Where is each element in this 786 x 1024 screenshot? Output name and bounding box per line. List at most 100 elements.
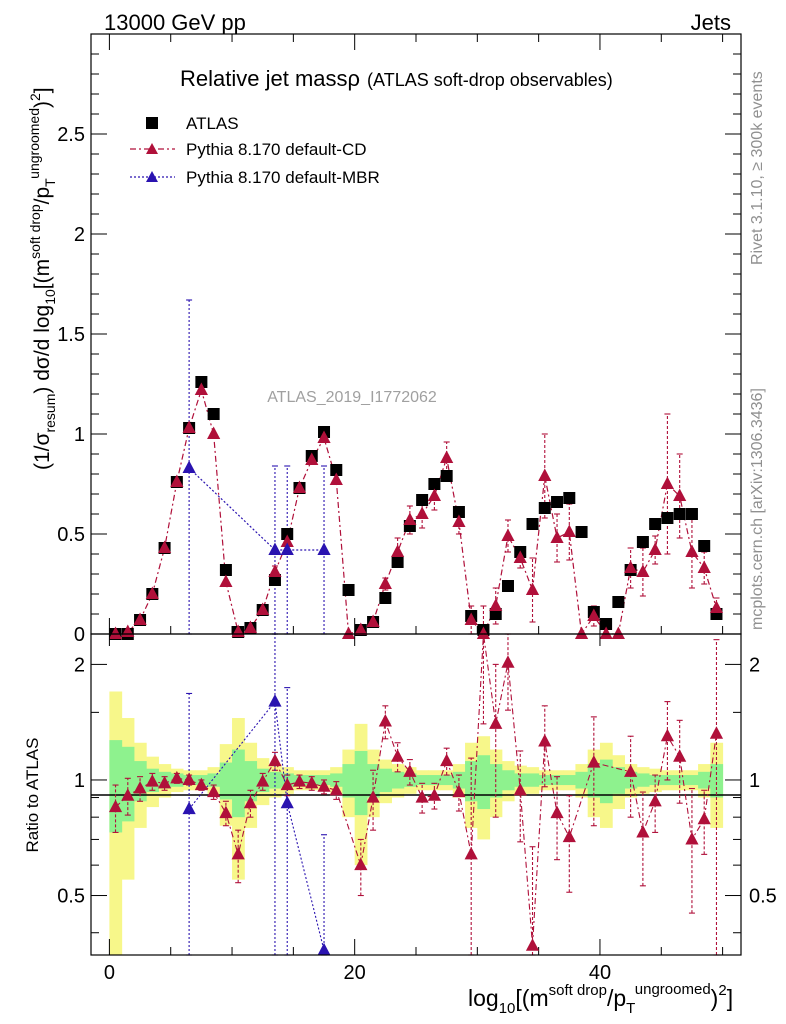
- main-ytick-label: 1: [74, 424, 85, 446]
- band-inner: [354, 750, 368, 816]
- band-inner: [563, 775, 576, 786]
- ratio-cd-line: [115, 633, 718, 946]
- atlas-point: [526, 518, 539, 530]
- cd-point: [194, 382, 208, 396]
- energy-label: 13000 GeV pp: [104, 10, 246, 35]
- atlas-point: [673, 508, 686, 520]
- ratio-cd-point: [292, 774, 307, 787]
- ratio-cd-point: [145, 774, 159, 787]
- main-ytick-label: 2: [74, 224, 85, 246]
- cd-point: [452, 514, 466, 528]
- band-inner: [587, 764, 601, 798]
- ratio-cd-point: [624, 764, 638, 777]
- main-panel: 0 0.5 1 1.5 2 2.5 ATLAS_2019_I1772062 Relativ…: [26, 33, 742, 646]
- atlas-point: [600, 618, 613, 630]
- plot-title-main: Relative jet massρ: [180, 66, 360, 91]
- atlas-point: [428, 478, 441, 490]
- ratio-cd-point: [256, 774, 270, 787]
- cd-point: [574, 626, 589, 640]
- cd-line: [115, 387, 718, 636]
- watermark: ATLAS_2019_I1772062: [267, 389, 437, 406]
- main-ylabel: (1/σresum) dσ/d log10[(msoft drop/pTungr…: [26, 87, 58, 470]
- plot-title-sub: (ATLAS soft-drop observables): [367, 70, 613, 90]
- cd-point: [660, 476, 675, 490]
- cd-point: [673, 488, 687, 502]
- atlas-point: [563, 492, 576, 504]
- cd-point: [403, 512, 417, 526]
- ratio-mbr-line: [188, 700, 325, 951]
- cd-point: [305, 452, 319, 466]
- legend-atlas-marker: [146, 117, 158, 129]
- atlas-point: [219, 564, 232, 576]
- legend: ATLAS Pythia 8.170 default-CD Pythia 8.1…: [130, 114, 380, 187]
- cd-point: [170, 474, 184, 488]
- ratio-ytick-label-right: 1: [749, 770, 760, 792]
- cd-point: [354, 622, 368, 636]
- ratio-mbr-point: [182, 801, 196, 815]
- ratio-cd-point: [366, 790, 380, 803]
- cd-point: [709, 600, 724, 614]
- ratio-frame: [90, 633, 742, 956]
- ratio-cd-point: [182, 772, 196, 786]
- xtick-label: 40: [589, 962, 611, 984]
- legend-cd-marker: [146, 143, 158, 154]
- atlas-point: [636, 536, 649, 548]
- source-label: mcplots.cern.ch [arXiv:1306.3436]: [749, 388, 766, 630]
- cd-point: [697, 560, 711, 574]
- ratio-bands: [109, 691, 724, 955]
- ratio-cd-point: [636, 824, 650, 838]
- ratio-ticks: 0.5 0.51 12 20 20 40: [57, 634, 777, 984]
- atlas-point: [501, 580, 514, 592]
- cd-point: [391, 544, 405, 558]
- atlas-point: [440, 470, 453, 482]
- cd-point: [145, 586, 159, 600]
- mbr-point: [268, 542, 282, 556]
- xlabel: log10[(msoft drop/pTungroomed)2]: [468, 981, 733, 1017]
- ratio-mbr-point: [268, 694, 282, 707]
- cd-point: [108, 626, 123, 640]
- ratio-cd-point: [403, 764, 417, 777]
- band-inner: [477, 755, 491, 810]
- main-ytick-label: 0: [74, 624, 85, 646]
- xtick-label: 20: [344, 962, 366, 984]
- atlas-point: [698, 540, 711, 552]
- main-ytick-label: 2.5: [57, 124, 85, 146]
- band-inner: [612, 767, 625, 794]
- ratio-cd-point: [219, 805, 233, 819]
- cd-point: [280, 534, 294, 548]
- ratio-ytick-label-right: 2: [749, 654, 760, 676]
- ratio-cd-point: [464, 846, 478, 860]
- cd-point: [476, 626, 491, 640]
- ratio-cd-point: [207, 784, 221, 798]
- cd-point: [525, 582, 540, 596]
- ratio-series: [108, 633, 724, 956]
- ratio-cd-point: [660, 728, 675, 742]
- rivet-label: Rivet 3.1.10, ≥ 300k events: [749, 71, 766, 265]
- ratio-mbr-point: [280, 795, 294, 809]
- ratio-cd-point: [121, 788, 135, 801]
- ratio-ytick-label-right: 0.5: [749, 886, 777, 908]
- band-inner: [268, 771, 282, 789]
- ratio-cd-point: [489, 716, 503, 729]
- band-inner: [550, 775, 564, 786]
- ratio-cd-point: [133, 781, 147, 794]
- band-inner: [379, 768, 392, 793]
- cd-point: [378, 576, 392, 590]
- ratio-cd-point: [427, 788, 441, 801]
- ratio-cd-point: [709, 726, 724, 739]
- band-inner: [342, 764, 356, 798]
- atlas-point: [538, 502, 551, 514]
- cd-point: [562, 524, 576, 538]
- band-inner: [599, 759, 613, 804]
- ratio-cd-point: [391, 749, 405, 762]
- ratio-cd-point: [587, 755, 601, 768]
- atlas-point: [612, 596, 625, 608]
- ratio-cd-point: [305, 775, 319, 789]
- band-inner: [698, 771, 711, 789]
- ratio-cd-point: [280, 777, 294, 791]
- cd-point: [587, 608, 601, 622]
- band-inner: [244, 761, 258, 802]
- cd-point: [427, 488, 441, 502]
- band-inner: [636, 773, 650, 787]
